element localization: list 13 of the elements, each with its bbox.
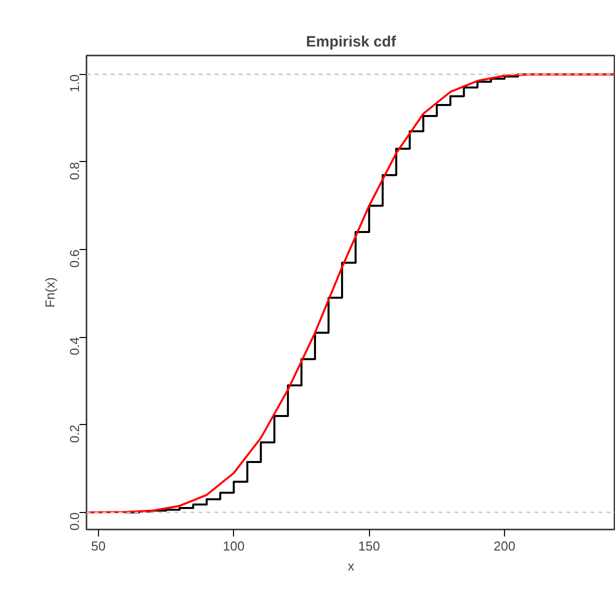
x-tick-label: 200 — [494, 538, 516, 554]
x-axis-title: x — [348, 558, 355, 574]
y-axis-title: Fn(x) — [42, 277, 58, 308]
y-tick-label: 0.0 — [67, 512, 82, 530]
y-tick-label: 0.8 — [67, 162, 82, 180]
y-tick-label: 0.4 — [67, 337, 82, 356]
y-tick-label: 0.2 — [67, 424, 82, 443]
x-tick-label: 100 — [222, 538, 245, 554]
x-tick-label: 150 — [358, 538, 380, 554]
x-tick-label: 50 — [91, 538, 106, 554]
y-tick-label: 1.0 — [67, 74, 82, 92]
y-tick-label: 0.6 — [67, 250, 82, 268]
chart-title: Empirisk cdf — [306, 34, 398, 50]
